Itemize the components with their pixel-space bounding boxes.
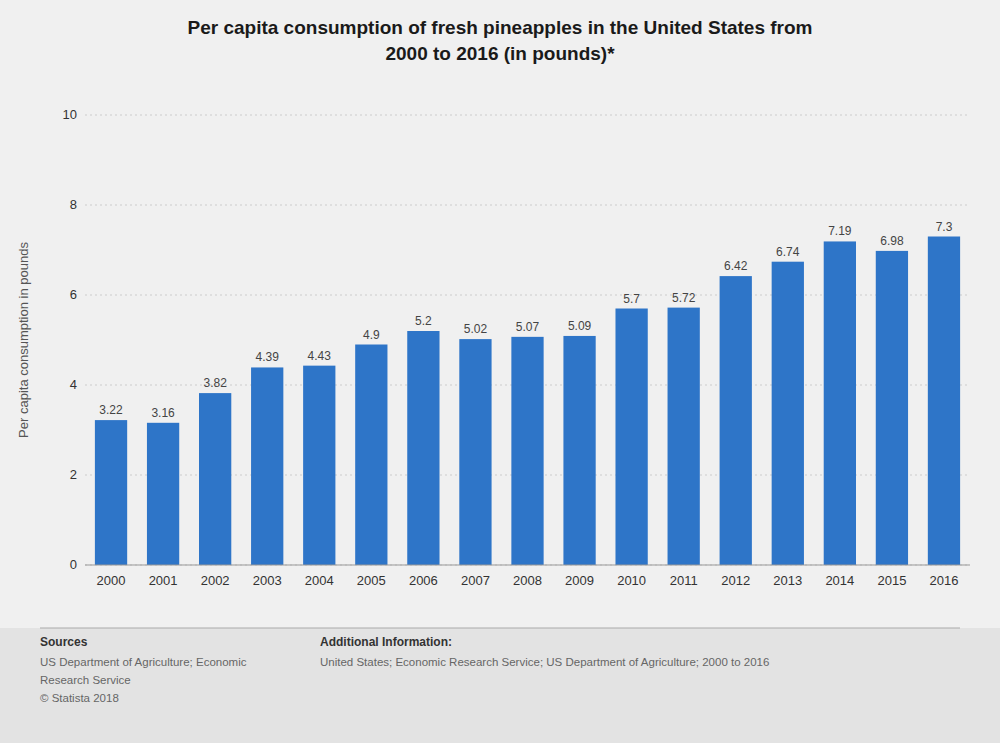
y-tick-label: 8 [70,197,77,212]
bar [615,309,647,566]
background [0,0,1000,743]
data-label: 3.16 [151,406,175,420]
data-label: 5.07 [516,320,540,334]
footer-divider [40,628,960,629]
x-tick-label: 2007 [461,573,490,588]
x-axis-line [85,565,970,566]
footer-label: Additional Information: [320,635,452,649]
y-tick-label: 2 [70,467,77,482]
data-label: 4.39 [256,350,280,364]
bars [95,237,960,566]
grid-line [85,115,970,116]
footer-body: United States; Economic Research Service… [320,656,769,668]
bar [355,345,387,566]
data-label: 3.22 [99,403,123,417]
data-label: 5.09 [568,319,592,333]
x-tick-label: 2010 [617,573,646,588]
title: Per capita consumption of fresh pineappl… [188,17,813,64]
data-label: 5.72 [672,291,696,305]
bar [147,423,179,565]
x-tick-label: 2014 [825,573,854,588]
footer-label: Sources [40,635,88,649]
x-tick-label: 2004 [305,573,334,588]
y-tick-label: 6 [70,287,77,302]
bar [199,393,231,565]
title-line: 2000 to 2016 (in pounds)* [385,43,615,64]
grid-line [85,565,970,566]
footer-line: United States; Economic Research Service… [320,656,769,668]
footer-line: © Statista 2018 [40,692,119,704]
footer-line: Research Service [40,674,131,686]
bar [459,339,491,565]
x-tick-label: 2000 [97,573,126,588]
x-tick-label: 2006 [409,573,438,588]
y-tick-label: 4 [70,377,77,392]
footer-background [0,628,1000,743]
bar [563,336,595,565]
data-label: 6.42 [724,259,748,273]
x-tick-label: 2003 [253,573,282,588]
x-tick-label: 2012 [721,573,750,588]
x-tick-label: 2009 [565,573,594,588]
x-tick-label: 2001 [149,573,178,588]
footer-line: US Department of Agriculture; Economic [40,656,247,668]
data-label: 6.74 [776,245,800,259]
data-label: 4.9 [363,328,380,342]
grid-line [85,205,970,206]
bar [95,420,127,565]
bar [511,337,543,565]
footer-line: Additional Information: [320,635,452,649]
data-label: 6.98 [880,234,904,248]
y-tick-label: 10 [63,107,77,122]
x-tick-label: 2015 [877,573,906,588]
y-tick-label: 0 [70,557,77,572]
title-line: Per capita consumption of fresh pineappl… [188,17,813,38]
bar [251,367,283,565]
data-label: 7.3 [936,220,953,234]
data-label: 4.43 [308,349,332,363]
footer-line: Sources [40,635,88,649]
x-tick-label: 2016 [930,573,959,588]
bar [407,331,439,565]
x-tick-label: 2013 [773,573,802,588]
data-label: 3.82 [203,376,227,390]
chart: Per capita consumption of fresh pineappl… [0,0,1000,743]
bar [668,308,700,565]
bar [772,262,804,565]
bar [928,237,960,566]
data-label: 5.7 [623,292,640,306]
bar [824,241,856,565]
x-tick-label: 2008 [513,573,542,588]
bar [876,251,908,565]
y-axis-label: Per capita consumption in pounds [16,242,31,438]
footer-body: US Department of Agriculture; Economic Re… [40,656,247,704]
bar [303,366,335,565]
data-label: 5.02 [464,322,488,336]
x-tick-label: 2002 [201,573,230,588]
data-label: 5.2 [415,314,432,328]
x-tick-label: 2011 [670,573,698,588]
x-tick-label: 2005 [357,573,386,588]
data-label: 7.19 [828,224,852,238]
bar [720,276,752,565]
